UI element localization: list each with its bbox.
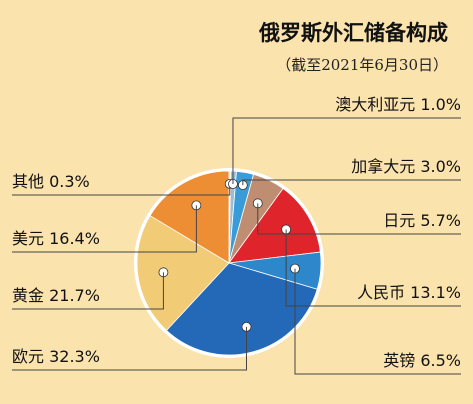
slice-label-7: 黄金 21.7%: [12, 286, 100, 305]
slice-label-1: 澳大利亚元 1.0%: [335, 95, 461, 114]
leader-line-4: [285, 229, 461, 307]
slice-label-0: 其他 0.3%: [12, 172, 90, 191]
chart-subtitle: （截至2021年6月30日）: [276, 56, 448, 74]
leader-line-7: [12, 272, 164, 310]
leader-line-3: [257, 203, 461, 235]
slice-label-5: 英镑 6.5%: [383, 351, 461, 370]
leader-line-2: [242, 179, 461, 186]
pie-slice-7: [136, 215, 230, 332]
leader-line-8: [12, 205, 197, 253]
slice-labels-layer: 其他 0.3% 澳大利亚元 1.0% 加拿大元 3.0% 日元 5.7% 人民币 13.…: [12, 95, 461, 370]
leader-line-5: [294, 268, 461, 375]
leader-lines-layer: [12, 117, 461, 375]
pie-slice-6: [165, 262, 318, 356]
slice-label-6: 欧元 32.3%: [12, 347, 100, 366]
slice-label-2: 加拿大元 3.0%: [351, 157, 461, 176]
pie-slice-4: [228, 188, 321, 264]
slice-label-8: 美元 16.4%: [12, 229, 100, 248]
leader-line-1: [232, 117, 461, 184]
leader-line-6: [12, 326, 247, 371]
pie-slice-8: [149, 170, 230, 264]
slice-label-3: 日元 5.7%: [383, 211, 461, 230]
slices-layer: [134, 168, 324, 358]
slice-label-4: 人民币 13.1%: [357, 283, 461, 302]
chart-title: 俄罗斯外汇储备构成: [258, 20, 448, 45]
